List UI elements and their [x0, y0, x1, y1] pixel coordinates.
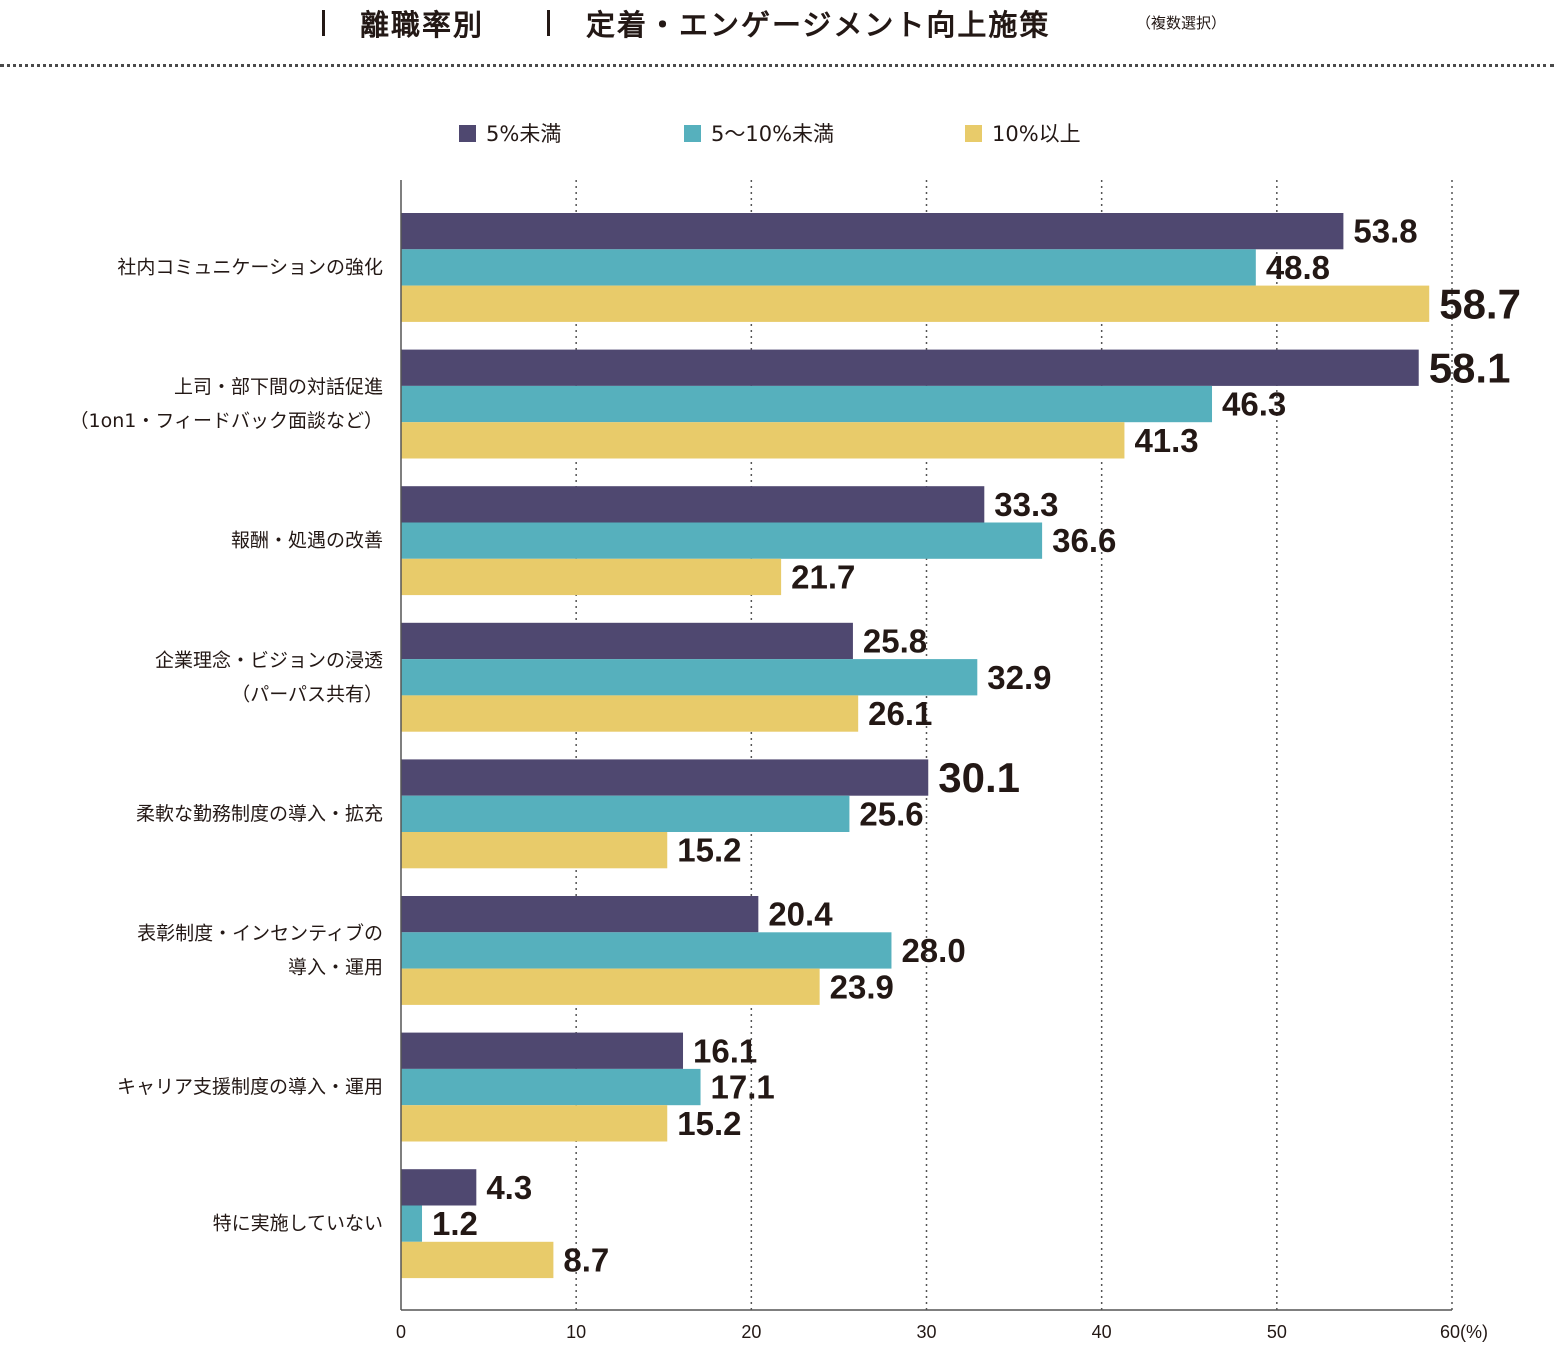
value-label: 46.3 — [1222, 386, 1286, 423]
bar — [401, 795, 850, 832]
bar — [401, 759, 929, 796]
bar — [401, 249, 1256, 286]
legend-label: 5〜10%未満 — [711, 122, 835, 146]
x-tick-label: 60(%) — [1440, 1322, 1488, 1342]
bar — [401, 385, 1213, 423]
value-label: 4.3 — [486, 1169, 532, 1206]
section-label: 離職率別 — [360, 8, 485, 42]
category-label: 柔軟な勤務制度の導入・拡充 — [136, 803, 383, 825]
category-label: キャリア支援制度の導入・運用 — [117, 1076, 383, 1098]
bar — [401, 659, 978, 696]
value-label: 23.9 — [830, 968, 894, 1005]
value-label: 16.1 — [693, 1032, 757, 1069]
bar — [401, 422, 1125, 459]
legend-item-series-1: 5%未満 — [459, 118, 561, 148]
bar — [401, 522, 1043, 559]
x-tick-label: 40 — [1092, 1322, 1112, 1342]
bar — [401, 695, 859, 732]
chart-title: 定着・エンゲージメント向上施策 — [586, 8, 1051, 42]
x-tick-label: 0 — [396, 1322, 406, 1342]
value-label: 8.7 — [563, 1241, 609, 1278]
bar — [401, 1205, 423, 1242]
bar — [401, 968, 820, 1005]
bar — [401, 832, 668, 869]
value-label: 58.1 — [1429, 344, 1511, 391]
bar — [401, 896, 759, 933]
value-label: 32.9 — [987, 659, 1051, 696]
value-label: 30.1 — [938, 754, 1020, 801]
value-label: 15.2 — [677, 1105, 741, 1142]
value-label: 48.8 — [1266, 249, 1330, 286]
value-label: 58.7 — [1439, 280, 1521, 327]
value-label: 25.8 — [863, 622, 927, 659]
bar — [401, 349, 1419, 386]
value-label: 15.2 — [677, 832, 741, 869]
legend-label: 10%以上 — [992, 122, 1081, 146]
category-label: 導入・運用 — [288, 956, 383, 978]
bar — [401, 213, 1344, 250]
x-tick-label: 20 — [741, 1322, 761, 1342]
x-tick-label: 30 — [916, 1322, 936, 1342]
category-label: 表彰制度・インセンティブの — [137, 921, 383, 944]
legend-swatch — [965, 124, 982, 142]
value-label: 21.7 — [791, 558, 855, 595]
value-label: 17.1 — [711, 1069, 775, 1106]
value-label: 26.1 — [868, 695, 932, 732]
bar — [401, 1169, 477, 1206]
value-label: 20.4 — [768, 896, 833, 933]
category-label: 特に実施していない — [213, 1213, 383, 1235]
bar — [401, 1032, 684, 1069]
category-label: 上司・部下間の対話促進 — [174, 376, 383, 398]
category-label: 企業理念・ビジョンの浸透 — [155, 648, 383, 671]
chart-header: 離職率別 定着・エンゲージメント向上施策 （複数選択） — [0, 0, 1554, 50]
x-tick-label: 50 — [1267, 1322, 1287, 1342]
legend: 5%未満 5〜10%未満 10%以上 — [0, 118, 1554, 150]
chart-note: （複数選択） — [1136, 14, 1227, 32]
category-label: 報酬・処遇の改善 — [231, 530, 383, 552]
legend-item-series-2: 5〜10%未満 — [684, 118, 834, 148]
bar — [401, 1105, 668, 1142]
title-separator — [322, 10, 325, 36]
bar — [401, 932, 892, 969]
bar — [401, 558, 782, 596]
bar — [401, 285, 1430, 322]
value-label: 28.0 — [901, 932, 965, 969]
x-tick-label: 10 — [566, 1322, 586, 1342]
value-label: 33.3 — [994, 486, 1058, 523]
value-label: 41.3 — [1134, 422, 1198, 459]
bar — [401, 622, 853, 660]
header-divider — [0, 64, 1554, 67]
category-label: （パーパス共有） — [231, 683, 383, 705]
legend-item-series-3: 10%以上 — [965, 118, 1081, 148]
bar — [401, 1241, 554, 1279]
legend-swatch — [684, 124, 701, 142]
value-label: 1.2 — [432, 1205, 478, 1242]
legend-swatch — [459, 124, 476, 142]
bar — [401, 486, 985, 523]
category-label: 社内コミュニケーションの強化 — [117, 256, 383, 278]
category-label: （1on1・フィードバック面談など） — [70, 410, 383, 432]
value-label: 36.6 — [1052, 522, 1116, 559]
bar — [401, 1068, 701, 1106]
legend-label: 5%未満 — [486, 122, 562, 146]
value-label: 53.8 — [1353, 213, 1417, 250]
title-separator — [547, 10, 550, 36]
value-label: 25.6 — [859, 795, 923, 832]
